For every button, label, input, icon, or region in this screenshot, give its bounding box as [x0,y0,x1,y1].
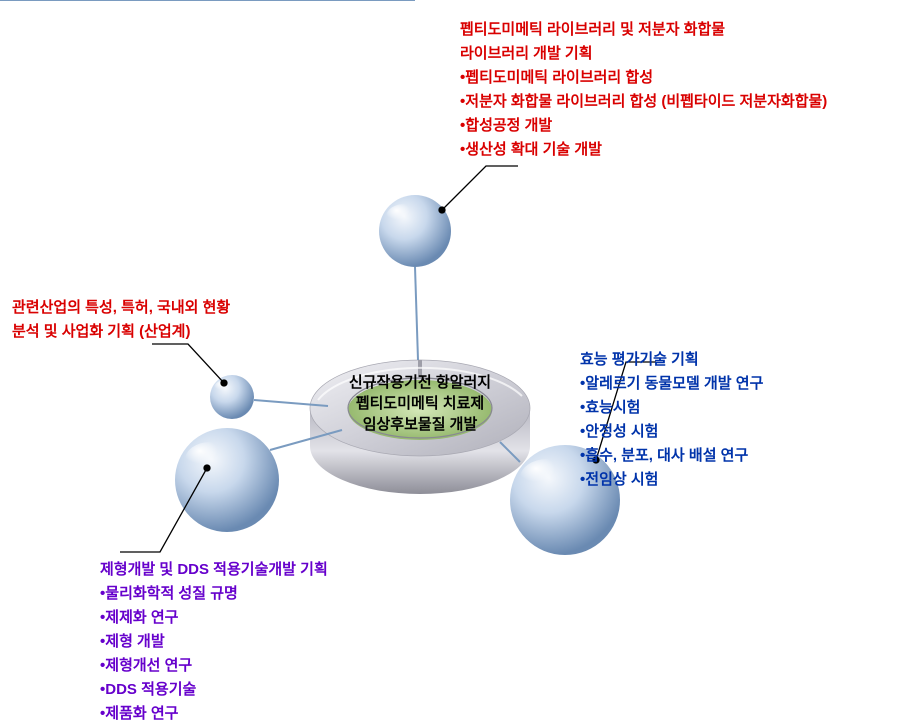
block-left: 관련산업의 특성, 특허, 국내외 현황 분석 및 사업화 기획 (산업계) [12,296,302,344]
block-item: •알레르기 동물모델 개발 연구 [580,372,890,396]
block-top: 펩티도미메틱 라이브러리 및 저분자 화합물 라이브러리 개발 기획 •펩티도미… [460,18,890,162]
block-header-line: 펩티도미메틱 라이브러리 및 저분자 화합물 [460,21,725,38]
center-title-line: 신규작용기전 항알러지 [349,374,491,391]
block-header-line: 분석 및 사업화 기획 [12,323,139,340]
block-header: 제형개발 및 DDS 적용기술개발 기획 [100,561,328,578]
block-item: •생산성 확대 기술 개발 [460,138,890,162]
block-item: •안정성 시험 [580,420,890,444]
block-item: •합성공정 개발 [460,114,890,138]
block-item: •효능시험 [580,396,890,420]
callout-top [439,166,518,213]
block-item: •제형개선 연구 [100,654,460,678]
block-item: •흡수, 분포, 대사 배설 연구 [580,444,890,468]
block-header-line: 라이브러리 개발 기획 [460,45,593,62]
sphere-top [379,195,451,267]
sphere-bottom-left [175,428,279,532]
block-bottom: 제형개발 및 DDS 적용기술개발 기획 •물리화학적 성질 규명 •제제화 연… [100,558,460,726]
diagram-canvas: 신규작용기전 항알러지 펩티도미메틱 치료제 임상후보물질 개발 펩티도미메틱 … [0,0,912,721]
block-item: •제품화 연구 [100,702,460,726]
center-title-line: 펩티도미메틱 치료제 [356,395,484,412]
center-title: 신규작용기전 항알러지 펩티도미메틱 치료제 임상후보물질 개발 [330,372,510,435]
block-right: 효능 평가기술 기획 •알레르기 동물모델 개발 연구 •효능시험 •안정성 시… [580,348,890,492]
block-header: 효능 평가기술 기획 [580,351,699,368]
block-header-line: 관련산업의 특성, 특허, 국내외 현황 [12,299,230,316]
block-emphasis: (산업계) [139,323,190,340]
sphere-left-small [210,375,254,419]
block-item: •물리화학적 성질 규명 [100,582,460,606]
center-title-line: 임상후보물질 개발 [363,416,478,433]
block-item: •제형 개발 [100,630,460,654]
block-item: •제제화 연구 [100,606,460,630]
block-item: •펩티도미메틱 라이브러리 합성 [460,66,890,90]
block-item: •저분자 화합물 라이브러리 합성 (비펩타이드 저분자화합물) [460,90,890,114]
block-item: •전임상 시험 [580,468,890,492]
block-item: •DDS 적용기술 [100,678,460,702]
callout-left [152,344,227,386]
